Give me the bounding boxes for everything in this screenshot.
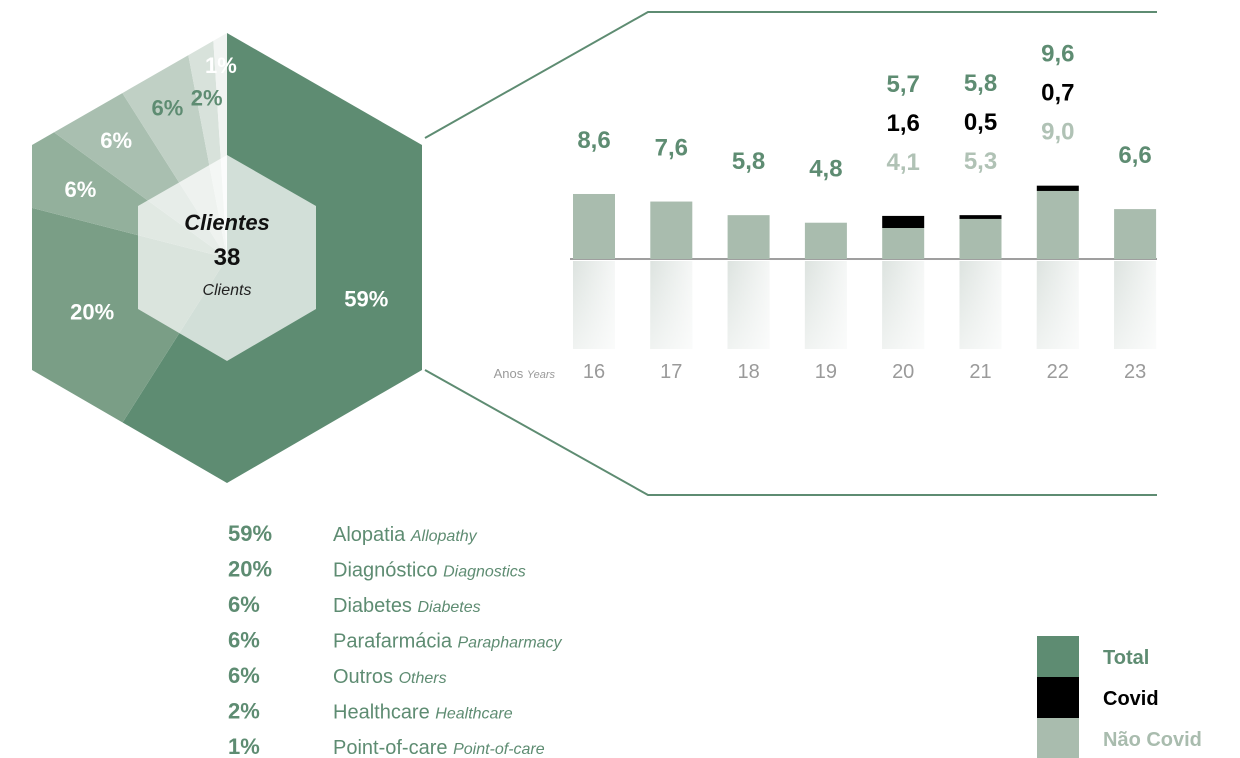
x-tick-label: 23: [1124, 361, 1146, 383]
value-label: 0,5: [964, 109, 997, 136]
legend-value: 20%: [228, 557, 272, 582]
legend-label: Point-of-care Point-of-care: [333, 737, 545, 758]
bar-segment: [804, 222, 847, 259]
bar-segment: [573, 193, 615, 259]
legend-label: Healthcare Healthcare: [333, 702, 513, 724]
x-axis-label: Anos Years: [494, 366, 556, 381]
value-label: 5,7: [887, 71, 920, 98]
value-label: 5,8: [732, 148, 765, 175]
x-axis-label-pt: Anos: [494, 366, 524, 381]
legend-value: 2%: [228, 699, 260, 724]
x-tick-label: 21: [969, 361, 991, 383]
bar-segment: [959, 218, 1002, 259]
legend-label-pt: Point-of-care: [333, 737, 448, 758]
legend-label-pt: Parafarmácia: [333, 631, 453, 653]
legend-label: Total: [1103, 647, 1149, 669]
slice-label: 1%: [205, 53, 237, 78]
value-label: 5,8: [964, 70, 997, 97]
legend-label: Diagnóstico Diagnostics: [333, 560, 526, 582]
legend-label: Covid: [1103, 688, 1159, 710]
bar-segment: [1114, 209, 1157, 259]
legend-value: 6%: [228, 592, 260, 617]
legend-label: Outros Others: [333, 666, 447, 688]
legend-value: 6%: [228, 628, 260, 653]
value-label: 4,1: [887, 149, 920, 176]
x-tick-label: 19: [815, 361, 837, 383]
value-label: 6,6: [1118, 142, 1151, 169]
legend-label-en: Allopathy: [410, 528, 478, 545]
legend-label-pt: Outros: [333, 666, 393, 688]
reflection-fade: [1114, 261, 1157, 349]
pie-slice: [152, 33, 227, 258]
bar-segment: [882, 228, 925, 259]
x-tick-label: 18: [737, 361, 759, 383]
legend-label-en: Point-of-care: [453, 741, 545, 758]
legend-label-en: Diagnostics: [443, 564, 526, 581]
slice-label: 6%: [65, 177, 97, 202]
bar-segment: [1036, 185, 1079, 191]
value-label: 1,6: [887, 110, 920, 137]
legend-label-en: Others: [399, 670, 447, 687]
legend-label-en: Diabetes: [418, 599, 481, 616]
legend-label: Parafarmácia Parapharmacy: [333, 631, 563, 653]
legend-value: 6%: [228, 663, 260, 688]
value-label: 5,3: [964, 148, 997, 175]
center-value: 38: [214, 244, 241, 271]
slice-label: 59%: [344, 286, 388, 311]
center-hexagon: [138, 155, 316, 361]
x-tick-label: 22: [1047, 361, 1069, 383]
legend-swatch: [1037, 718, 1079, 758]
center-subtitle: Clients: [203, 282, 252, 299]
value-label: 9,6: [1041, 41, 1074, 68]
slice-label: 6%: [151, 95, 183, 120]
legend-swatch: [1037, 677, 1079, 718]
pie-slice: [201, 33, 227, 258]
x-tick-label: 20: [892, 361, 914, 383]
x-tick-label: 17: [660, 361, 682, 383]
legend-label: Diabetes Diabetes: [333, 595, 481, 617]
legend-label-pt: Diabetes: [333, 595, 412, 617]
value-label: 7,6: [655, 135, 688, 162]
value-label: 9,0: [1041, 119, 1074, 146]
legend-swatch: [1037, 636, 1079, 677]
slice-label: 6%: [100, 128, 132, 153]
bar-segment: [727, 215, 770, 259]
value-label: 8,6: [577, 127, 610, 154]
legend-label-pt: Healthcare: [333, 702, 430, 724]
legend-label: Alopatia Allopathy: [333, 524, 478, 546]
legend-label-en: Parapharmacy: [458, 635, 563, 652]
bar-segment: [959, 215, 1002, 219]
legend-label-pt: Alopatia: [333, 524, 406, 546]
legend-label-pt: Diagnóstico: [333, 560, 438, 582]
center-title: Clientes: [184, 210, 270, 235]
legend-label-en: Healthcare: [435, 706, 512, 723]
reflection-fade: [804, 261, 847, 349]
hexagon-pie: [32, 33, 422, 483]
legend-label: Não Covid: [1103, 729, 1202, 751]
value-label: 4,8: [809, 156, 842, 183]
pie-slice: [32, 158, 227, 483]
legend-value: 1%: [228, 734, 260, 758]
bar-segment: [650, 201, 693, 259]
bar-segment: [1036, 190, 1079, 259]
slice-label: 20%: [70, 299, 114, 324]
reflection-fade: [650, 261, 693, 349]
connector-line: [424, 369, 1157, 496]
reflection-fade: [1036, 261, 1079, 349]
x-axis-label-en: Years: [527, 369, 556, 381]
connector-line: [424, 11, 1157, 139]
reflection-fade: [882, 261, 925, 349]
x-tick-label: 16: [583, 361, 605, 383]
reflection-fade: [727, 261, 770, 349]
reflection-fade: [573, 261, 615, 349]
slice-label: 2%: [191, 85, 223, 110]
value-label: 0,7: [1041, 80, 1074, 107]
legend-value: 59%: [228, 521, 272, 546]
reflection-fade: [959, 261, 1002, 349]
bar-segment: [882, 215, 925, 229]
